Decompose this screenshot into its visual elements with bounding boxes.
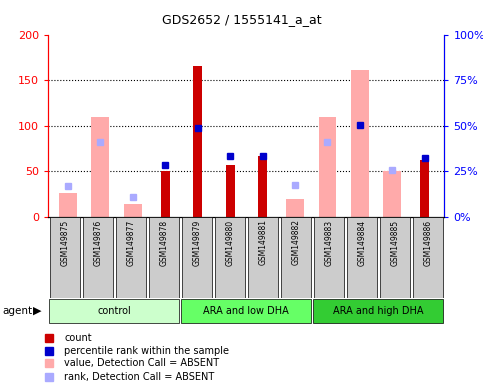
Bar bbox=[226, 165, 235, 217]
Bar bbox=[412, 217, 443, 298]
Bar bbox=[380, 217, 410, 298]
Bar bbox=[91, 117, 109, 217]
Bar bbox=[124, 204, 142, 217]
Text: GSM149877: GSM149877 bbox=[127, 219, 135, 266]
Text: control: control bbox=[98, 306, 131, 316]
Bar bbox=[115, 217, 146, 298]
Bar bbox=[149, 217, 179, 298]
Bar bbox=[83, 217, 113, 298]
Bar bbox=[384, 171, 401, 217]
Bar bbox=[59, 193, 77, 217]
Bar bbox=[351, 70, 369, 217]
Text: GSM149882: GSM149882 bbox=[291, 219, 300, 265]
Text: GSM149880: GSM149880 bbox=[226, 219, 234, 265]
Bar bbox=[49, 299, 179, 323]
Text: rank, Detection Call = ABSENT: rank, Detection Call = ABSENT bbox=[64, 372, 214, 382]
Bar bbox=[286, 199, 304, 217]
Text: GDS2652 / 1555141_a_at: GDS2652 / 1555141_a_at bbox=[162, 13, 321, 26]
Bar bbox=[193, 66, 202, 217]
Text: ARA and low DHA: ARA and low DHA bbox=[203, 306, 289, 316]
Text: value, Detection Call = ABSENT: value, Detection Call = ABSENT bbox=[64, 358, 219, 368]
Text: agent: agent bbox=[2, 306, 32, 316]
Bar bbox=[420, 159, 429, 217]
Bar bbox=[258, 156, 267, 217]
Text: percentile rank within the sample: percentile rank within the sample bbox=[64, 346, 229, 356]
Bar bbox=[313, 299, 443, 323]
Bar bbox=[313, 217, 344, 298]
Bar bbox=[161, 171, 170, 217]
Text: GSM149875: GSM149875 bbox=[60, 219, 69, 266]
Text: GSM149879: GSM149879 bbox=[192, 219, 201, 266]
Bar bbox=[347, 217, 377, 298]
Text: count: count bbox=[64, 333, 92, 343]
Text: GSM149884: GSM149884 bbox=[357, 219, 366, 265]
Text: ▶: ▶ bbox=[33, 306, 42, 316]
Bar bbox=[319, 117, 337, 217]
Bar bbox=[181, 299, 312, 323]
Text: GSM149881: GSM149881 bbox=[258, 219, 267, 265]
Text: GSM149878: GSM149878 bbox=[159, 219, 168, 265]
Text: GSM149885: GSM149885 bbox=[390, 219, 399, 265]
Bar bbox=[182, 217, 212, 298]
Text: GSM149886: GSM149886 bbox=[424, 219, 432, 265]
Bar bbox=[50, 217, 80, 298]
Bar bbox=[281, 217, 311, 298]
Bar bbox=[248, 217, 278, 298]
Text: GSM149876: GSM149876 bbox=[93, 219, 102, 266]
Bar bbox=[214, 217, 245, 298]
Text: ARA and high DHA: ARA and high DHA bbox=[333, 306, 424, 316]
Text: GSM149883: GSM149883 bbox=[325, 219, 333, 265]
